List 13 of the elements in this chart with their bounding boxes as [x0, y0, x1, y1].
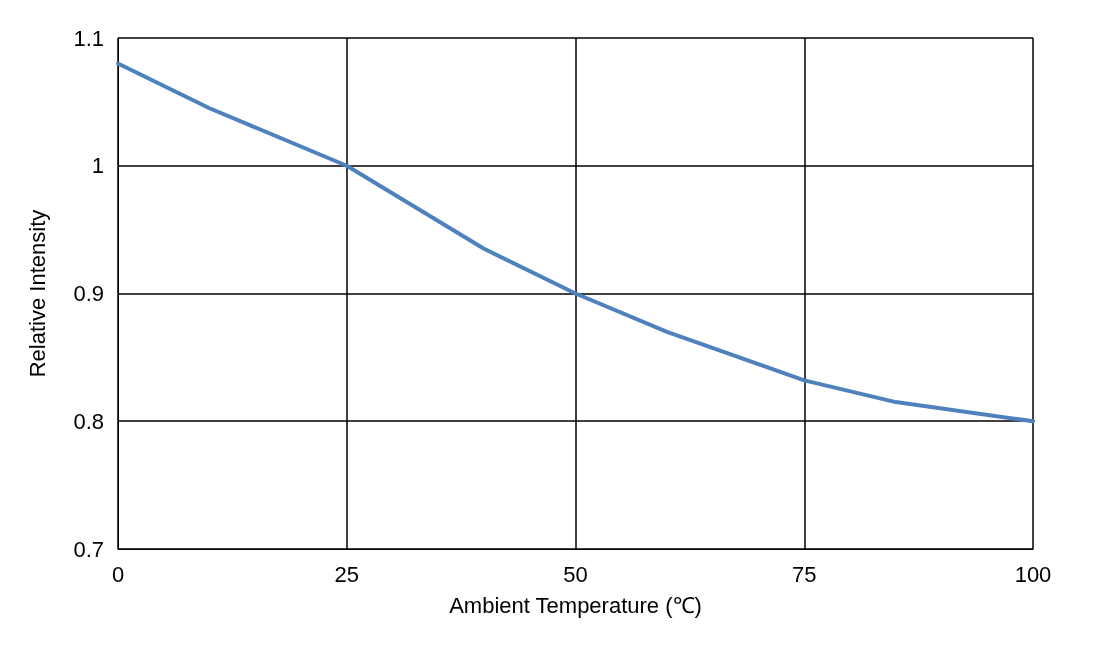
- y-tick-label: 0.7: [73, 536, 104, 562]
- x-tick-label: 100: [1014, 561, 1052, 587]
- y-axis-title: Relative Intensity: [24, 209, 50, 378]
- x-tick-label: 0: [111, 561, 125, 587]
- x-tick-label: 50: [563, 561, 588, 587]
- x-axis-title: Ambient Temperature (℃): [449, 592, 702, 618]
- y-tick-label: 1.1: [73, 25, 104, 51]
- line-series: [116, 61, 1035, 424]
- y-tick-label: 0.9: [73, 281, 104, 306]
- x-tick-label: 75: [792, 561, 817, 587]
- y-tick-label: 0.8: [73, 408, 104, 434]
- x-tick-label: 25: [334, 561, 359, 587]
- y-tick-label: 1: [91, 153, 104, 179]
